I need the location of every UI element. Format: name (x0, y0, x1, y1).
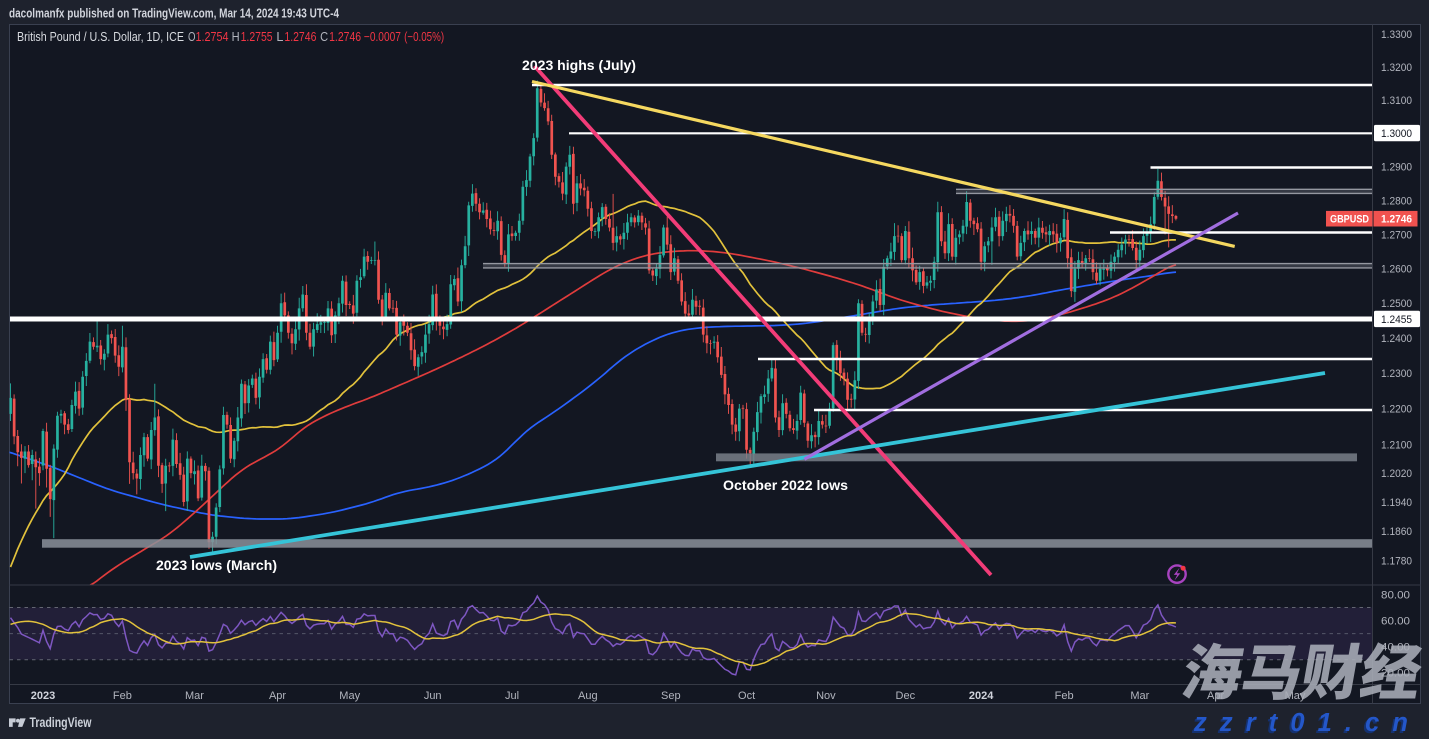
svg-text:H: H (232, 29, 240, 44)
svg-text:1.2900: 1.2900 (1381, 162, 1412, 174)
svg-text:Jun: Jun (424, 690, 442, 702)
svg-text:Jul: Jul (505, 690, 519, 702)
svg-text:80.00: 80.00 (1381, 589, 1410, 601)
svg-text:Feb: Feb (113, 690, 132, 702)
svg-text:1.3000: 1.3000 (1381, 128, 1412, 140)
svg-text:60.00: 60.00 (1381, 616, 1410, 628)
svg-text:zzrt01.cn: zzrt01.cn (1191, 711, 1406, 739)
svg-text:1.2600: 1.2600 (1381, 264, 1412, 276)
svg-text:Mar: Mar (1130, 690, 1149, 702)
svg-text:GBPUSD: GBPUSD (1330, 214, 1369, 226)
svg-text:1.2746: 1.2746 (1381, 214, 1412, 226)
svg-text:Sep: Sep (661, 690, 681, 702)
svg-text:1.3100: 1.3100 (1381, 95, 1412, 107)
svg-text:1.3200: 1.3200 (1381, 62, 1412, 74)
svg-text:Aug: Aug (578, 690, 598, 702)
svg-text:Nov: Nov (816, 690, 836, 702)
svg-text:British Pound / U.S. Dollar, 1: British Pound / U.S. Dollar, 1D, ICE (17, 29, 184, 44)
svg-text:Mar: Mar (185, 690, 204, 702)
svg-text:1.1860: 1.1860 (1381, 526, 1412, 538)
svg-text:1.2455: 1.2455 (1381, 314, 1412, 326)
svg-text:Oct: Oct (738, 690, 755, 702)
svg-text:2023 highs (July): 2023 highs (July) (522, 58, 636, 73)
svg-text:1.2200: 1.2200 (1381, 404, 1412, 416)
svg-text:Apr: Apr (269, 690, 286, 702)
svg-text:1.2746: 1.2746 (284, 29, 316, 44)
svg-text:−0.0007: −0.0007 (364, 29, 401, 44)
svg-text:1.2800: 1.2800 (1381, 195, 1412, 207)
svg-text:2023: 2023 (31, 690, 55, 702)
svg-text:O: O (188, 29, 196, 44)
svg-text:1.2020: 1.2020 (1381, 468, 1412, 480)
svg-text:(−0.05%): (−0.05%) (404, 29, 444, 44)
svg-text:1.2754: 1.2754 (196, 29, 229, 44)
svg-text:1.2100: 1.2100 (1381, 439, 1412, 451)
svg-text:1.2700: 1.2700 (1381, 229, 1412, 241)
svg-text:1.2755: 1.2755 (241, 29, 273, 44)
svg-text:zzrt01.cn: zzrt01.cn (1193, 709, 1408, 737)
svg-text:2024: 2024 (969, 690, 994, 702)
svg-text:1.2746: 1.2746 (329, 29, 361, 44)
svg-text:Dec: Dec (896, 690, 916, 702)
svg-text:1.2500: 1.2500 (1381, 298, 1412, 310)
svg-text:C: C (320, 29, 328, 44)
svg-text:1.2400: 1.2400 (1381, 333, 1412, 345)
svg-text:1.3300: 1.3300 (1381, 29, 1412, 41)
svg-text:dacolmanfx published on Tradin: dacolmanfx published on TradingView.com,… (9, 6, 340, 21)
svg-text:Feb: Feb (1055, 690, 1074, 702)
svg-text:May: May (339, 690, 360, 702)
svg-text:1.1940: 1.1940 (1381, 497, 1412, 509)
svg-text:1.2300: 1.2300 (1381, 368, 1412, 380)
svg-text:October 2022 lows: October 2022 lows (723, 478, 848, 493)
svg-text:TradingView: TradingView (30, 715, 92, 730)
svg-text:2023 lows (March): 2023 lows (March) (156, 558, 277, 573)
svg-text:L: L (276, 29, 283, 44)
svg-text:1.1780: 1.1780 (1381, 556, 1412, 568)
